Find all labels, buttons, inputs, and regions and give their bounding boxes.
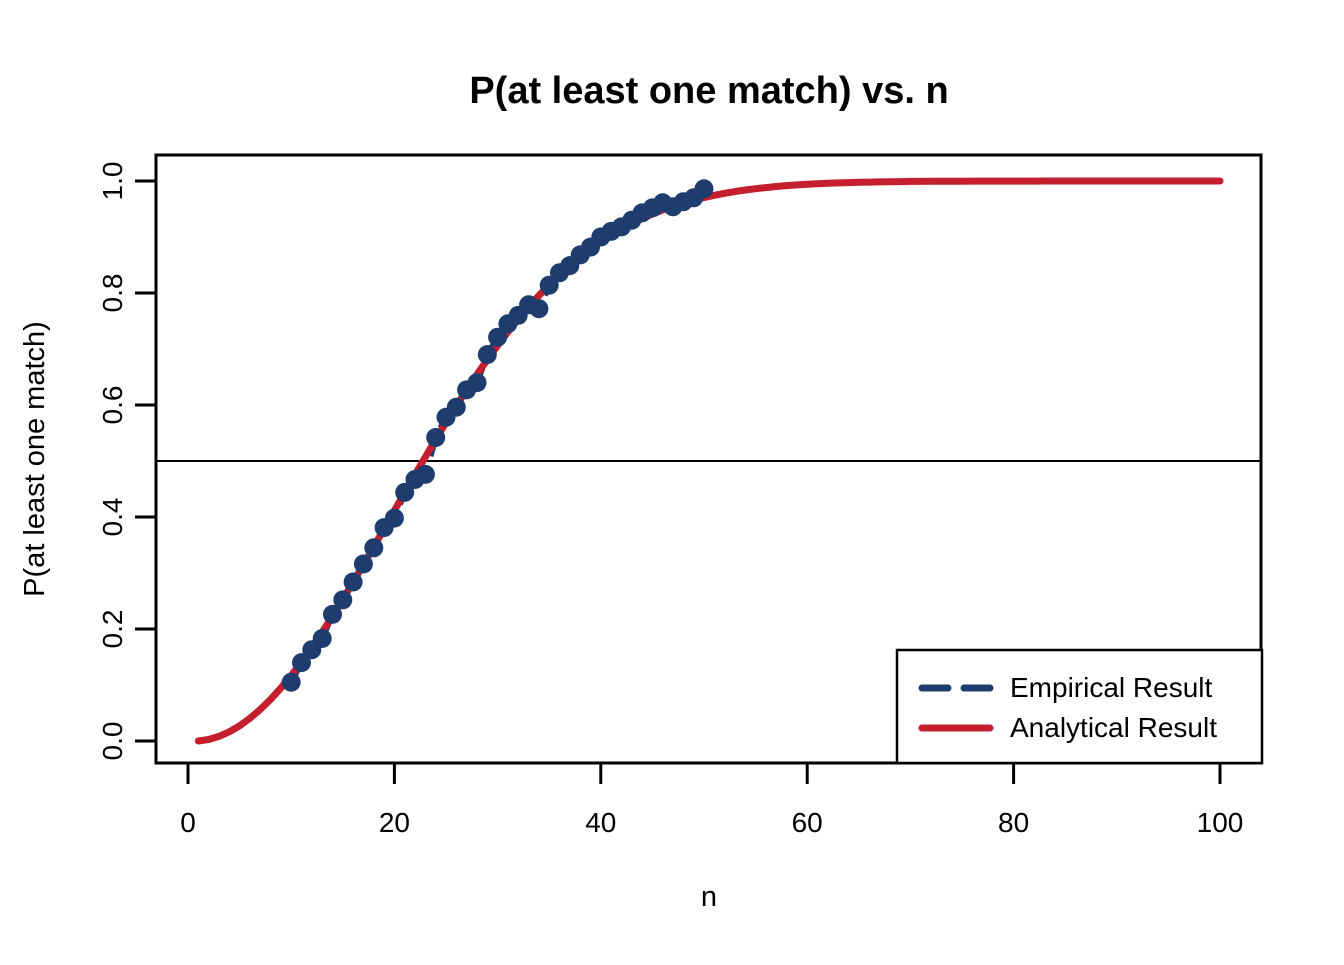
legend-entry-label: Analytical Result <box>1010 712 1217 743</box>
legend-entry-label: Empirical Result <box>1010 672 1212 703</box>
y-tick-label: 0.4 <box>97 498 128 537</box>
empirical-point <box>364 538 384 558</box>
x-tick-label: 20 <box>379 807 410 838</box>
legend-box <box>895 648 1264 765</box>
empirical-point <box>343 572 363 592</box>
x-tick-label: 60 <box>792 807 823 838</box>
empirical-point <box>426 428 446 447</box>
empirical-dashed-path <box>288 186 706 684</box>
y-tick-label: 1.0 <box>97 162 128 201</box>
empirical-point <box>292 653 311 673</box>
y-axis-ticks: 0.0 0.2 0.4 0.6 0.8 1.0 <box>97 162 156 761</box>
empirical-point <box>694 179 714 199</box>
x-axis-ticks: 0 20 40 60 80 100 <box>180 763 1243 838</box>
y-tick-label: 0.8 <box>97 274 128 313</box>
empirical-points <box>281 179 714 692</box>
empirical-point <box>446 397 466 417</box>
y-tick-label: 0.0 <box>97 722 128 761</box>
empirical-point <box>333 590 353 610</box>
empirical-point <box>353 554 373 574</box>
empirical-point <box>395 482 415 502</box>
x-tick-label: 40 <box>585 807 616 838</box>
y-axis-label: P(at least one match) <box>19 321 51 597</box>
empirical-point <box>323 604 342 624</box>
empirical-point <box>384 508 404 528</box>
x-tick-label: 80 <box>998 807 1029 838</box>
empirical-point <box>467 373 487 393</box>
empirical-dashed-line <box>288 186 706 684</box>
y-tick-label: 0.2 <box>97 610 128 649</box>
empirical-point <box>488 327 508 347</box>
chart-title: P(at least one match) vs. n <box>469 70 948 112</box>
empirical-point <box>281 672 301 692</box>
x-axis-label: n <box>701 881 717 913</box>
x-tick-label: 100 <box>1197 807 1244 838</box>
plot-border <box>154 153 1263 765</box>
x-tick-label: 0 <box>180 807 196 838</box>
legend: Empirical Result Analytical Result <box>895 648 1264 765</box>
empirical-point <box>415 464 435 484</box>
empirical-point <box>312 629 332 648</box>
y-tick-label: 0.6 <box>97 386 128 425</box>
empirical-point <box>477 345 497 365</box>
empirical-point <box>529 299 549 319</box>
